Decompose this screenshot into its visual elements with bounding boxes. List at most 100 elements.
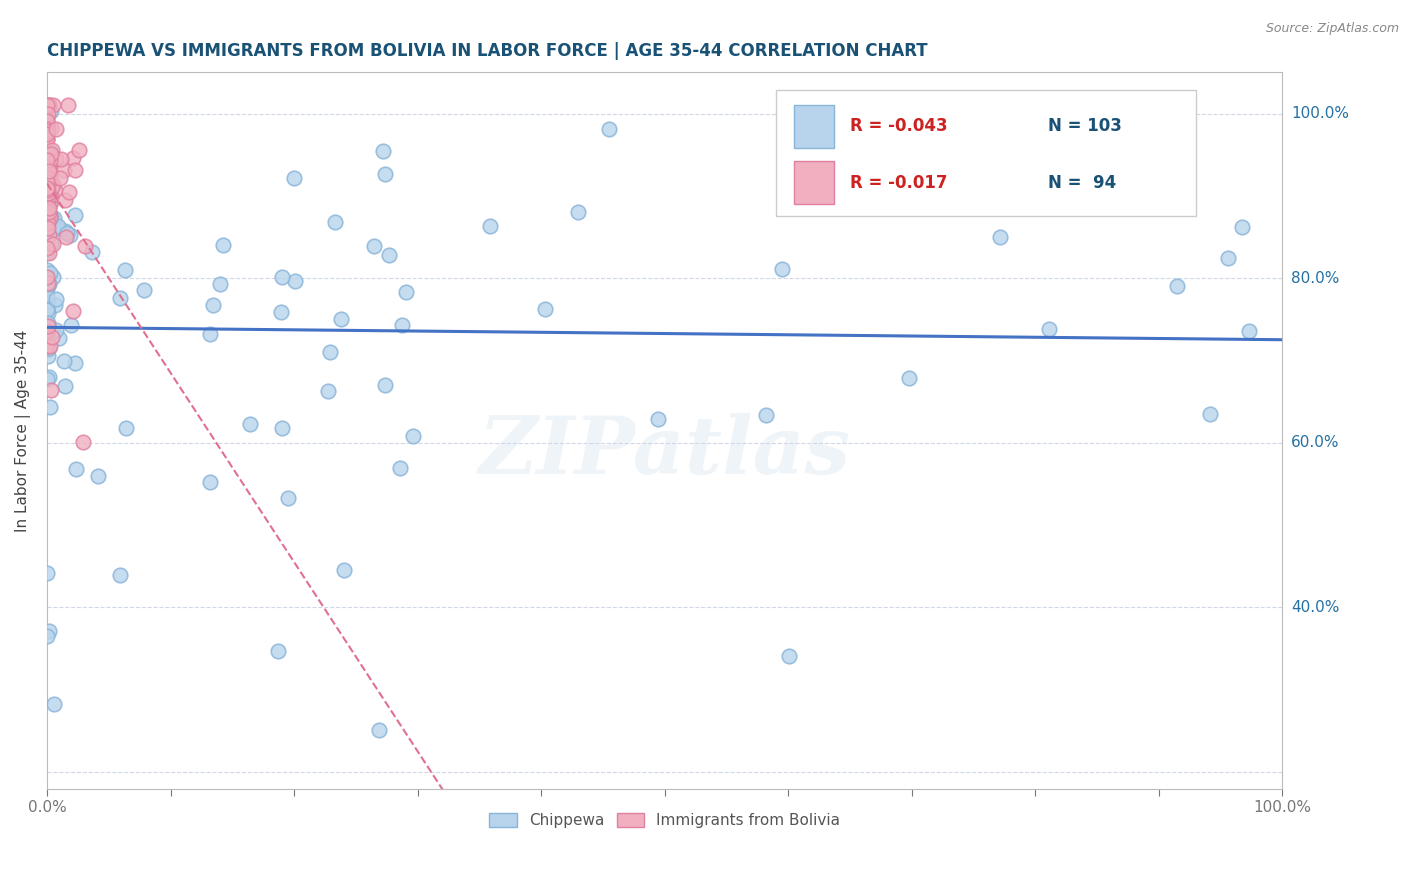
Point: [60, 318, 83, 333]
FancyBboxPatch shape: [794, 161, 834, 203]
Point: [37, 186, 59, 200]
Point: [35, 372, 58, 386]
Point: [37, 277, 59, 292]
Point: [37, 277, 59, 291]
Point: [41, 330, 63, 344]
Point: [35, 178, 58, 192]
Text: 40.0%: 40.0%: [1291, 600, 1339, 615]
Point: [284, 274, 307, 288]
Point: [37, 106, 59, 120]
Point: [53, 224, 76, 238]
Point: [51, 153, 73, 167]
Point: [35, 302, 58, 317]
Point: [35, 287, 58, 301]
Point: [35, 153, 58, 167]
Point: [38, 245, 60, 260]
Point: [35, 120, 58, 134]
Point: [368, 723, 391, 737]
Point: [212, 238, 235, 252]
Point: [37, 268, 59, 283]
Text: N = 103: N = 103: [1047, 118, 1122, 136]
Point: [42, 269, 65, 284]
Point: [271, 421, 294, 435]
Point: [37, 153, 59, 167]
Point: [283, 171, 305, 186]
Point: [38, 207, 60, 221]
Point: [389, 461, 412, 475]
Point: [35, 125, 58, 139]
Point: [39, 236, 62, 251]
Point: [363, 239, 385, 253]
Point: [374, 378, 396, 392]
Point: [239, 417, 262, 432]
Point: [209, 277, 232, 292]
Point: [38, 153, 60, 167]
Point: [63, 356, 86, 370]
Point: [35, 151, 58, 165]
Point: [35, 122, 58, 136]
Point: [42, 221, 65, 235]
Point: [38, 339, 60, 353]
Point: [39, 222, 62, 236]
Point: [35, 160, 58, 174]
Point: [37, 98, 59, 112]
Point: [598, 122, 620, 136]
Point: [35, 127, 58, 141]
Point: [134, 283, 156, 297]
Point: [35, 339, 58, 353]
Point: [38, 186, 60, 200]
Point: [373, 144, 395, 158]
Point: [45, 122, 67, 136]
Point: [35, 566, 58, 580]
Point: [1038, 322, 1060, 336]
Point: [391, 318, 413, 333]
Point: [67, 144, 90, 158]
Point: [35, 217, 58, 231]
Point: [1239, 324, 1261, 338]
Point: [35, 167, 58, 181]
Point: [316, 384, 339, 399]
Point: [37, 154, 59, 169]
Point: [56, 98, 79, 112]
Point: [42, 325, 65, 339]
Text: ZIPatlas: ZIPatlas: [478, 413, 851, 491]
Point: [39, 196, 62, 211]
Point: [35, 194, 58, 209]
Point: [39, 121, 62, 136]
Point: [35, 187, 58, 202]
Point: [42, 697, 65, 711]
Text: R = -0.017: R = -0.017: [851, 174, 948, 192]
Point: [41, 103, 63, 118]
Point: [897, 371, 920, 385]
Point: [73, 239, 96, 253]
Point: [53, 379, 76, 393]
Point: [323, 215, 346, 229]
Point: [38, 164, 60, 178]
Point: [37, 126, 59, 140]
Point: [39, 147, 62, 161]
Point: [755, 408, 778, 422]
Point: [38, 98, 60, 112]
Point: [42, 211, 65, 225]
Point: [35, 156, 58, 170]
Y-axis label: In Labor Force | Age 35-44: In Labor Force | Age 35-44: [15, 329, 31, 532]
Point: [1230, 220, 1253, 235]
Point: [55, 230, 77, 244]
Point: [35, 263, 58, 277]
Point: [35, 301, 58, 315]
Point: [35, 119, 58, 133]
Point: [35, 343, 58, 357]
Point: [478, 219, 501, 233]
Point: [37, 319, 59, 334]
Point: [1166, 279, 1188, 293]
Point: [198, 475, 221, 489]
Point: [37, 161, 59, 176]
Point: [39, 196, 62, 211]
Point: [35, 168, 58, 182]
Point: [270, 270, 292, 285]
Point: [201, 298, 224, 312]
Point: [72, 435, 94, 450]
Point: [37, 316, 59, 330]
Point: [567, 205, 589, 219]
Point: [394, 285, 416, 299]
